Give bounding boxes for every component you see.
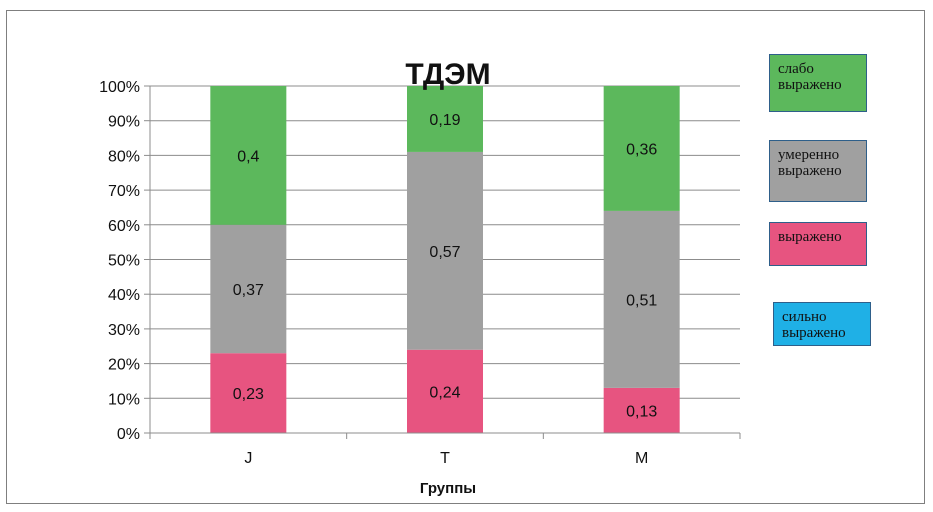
bar-segment (603, 210, 680, 388)
data-label: 0,36 (626, 141, 657, 158)
x-axis-label: Группы (420, 480, 476, 497)
data-label: 0,24 (429, 384, 460, 401)
bar-segment (407, 86, 483, 152)
legend-item: слабо выражено (769, 54, 867, 112)
y-tick-label: 40% (108, 287, 140, 304)
data-label: 0,57 (429, 244, 460, 261)
y-tick-label: 70% (108, 183, 140, 200)
bar-segment (603, 86, 680, 211)
bar-segment (407, 349, 483, 433)
bar-segment (210, 86, 287, 225)
data-label: 0,19 (429, 112, 460, 129)
data-label: 0,37 (233, 282, 264, 299)
bars: 0,23 0,37 0,4 0,24 0,57 0,19 0,13 0,51 0,36 (210, 86, 680, 433)
y-tick-label: 0% (117, 426, 140, 443)
y-tick-label: 100% (99, 79, 140, 96)
data-label: 0,23 (233, 386, 264, 403)
y-axis: 0% 10% 20% 30% 40% 50% 60% 70% 80% 90% 100% (99, 79, 151, 443)
data-label: 0,13 (626, 403, 657, 420)
y-tick-label: 60% (108, 218, 140, 235)
x-tick-label: T (440, 450, 450, 467)
bar-segment (407, 151, 483, 350)
legend-item: умеренно выражено (769, 140, 867, 202)
y-tick-label: 90% (108, 114, 140, 131)
x-tick-label: J (244, 450, 252, 467)
legend-item: сильно выражено (773, 302, 871, 346)
legend-item: выражено (769, 222, 867, 266)
y-tick-label: 80% (108, 148, 140, 165)
bar-segment (210, 224, 287, 354)
data-label: 0,51 (626, 292, 657, 309)
y-tick-label: 20% (108, 357, 140, 374)
bar-segment (603, 387, 680, 433)
y-tick-label: 10% (108, 391, 140, 408)
y-tick-label: 30% (108, 322, 140, 339)
data-label: 0,4 (237, 148, 259, 165)
x-tick-label: M (635, 450, 648, 467)
bar-segment (210, 353, 287, 433)
y-tick-label: 50% (108, 253, 140, 270)
chart-title: ТДЭМ (405, 58, 490, 91)
